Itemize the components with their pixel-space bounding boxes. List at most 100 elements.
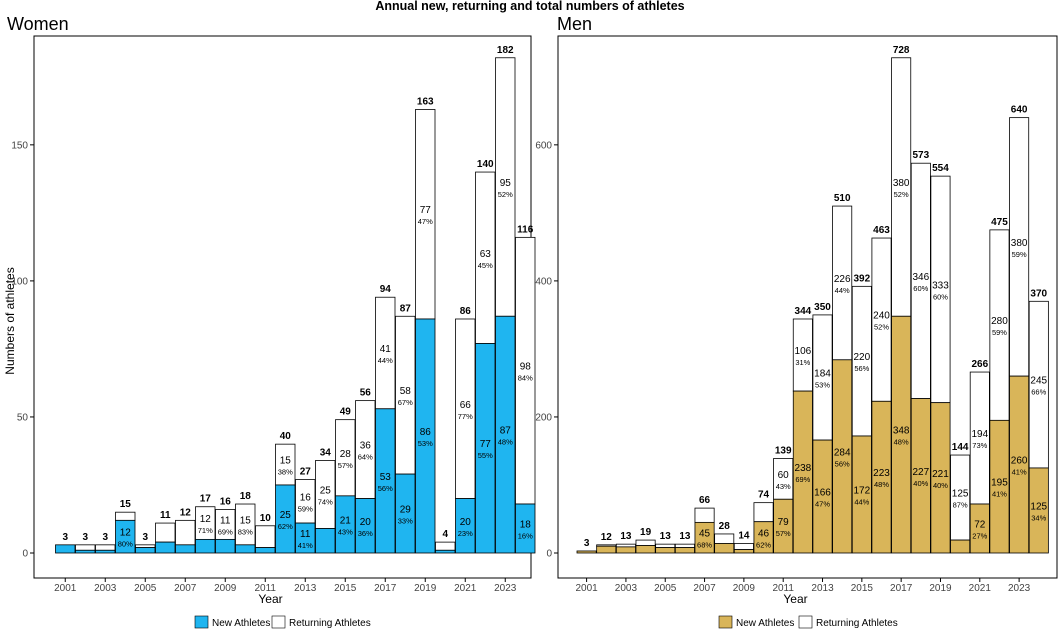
men-bar-new-2018 (910, 398, 931, 554)
women-total-label-2002: 3 (82, 532, 88, 543)
women-bar-new-2012 (275, 484, 296, 554)
women-panel-title: Women (7, 14, 69, 34)
women-total-label-2004: 15 (120, 499, 132, 510)
men-total-label-2010: 74 (758, 490, 770, 501)
men-bar-new-2001 (576, 550, 597, 554)
women-ret-pct-2018: 67% (398, 398, 413, 407)
women-total-label-2001: 3 (62, 532, 68, 543)
women-x-tick-label: 2009 (214, 583, 237, 594)
men-bar-new-2006 (674, 547, 695, 554)
women-ret-value-2022: 63 (480, 249, 492, 260)
men-total-label-2004: 19 (640, 527, 652, 538)
women-new-value-2018: 29 (400, 505, 412, 516)
women-y-tick-label: 0 (22, 549, 28, 560)
men-ret-value-2017: 380 (893, 178, 910, 189)
women-bar-new-2023 (495, 315, 516, 554)
men-ret-value-2016: 240 (873, 311, 890, 322)
women-bar-new-2019 (415, 318, 436, 554)
women-ret-value-2018: 58 (400, 386, 412, 397)
men-ret-value-2018: 346 (912, 272, 929, 283)
women-x-tick-label: 2003 (94, 583, 117, 594)
women-new-value-2022: 77 (480, 439, 492, 450)
men-total-label-2013: 350 (814, 302, 831, 313)
women-total-label-2005: 3 (142, 532, 148, 543)
men-y-tick-label: 200 (535, 412, 552, 423)
women-ret-value-2023: 95 (500, 178, 512, 189)
women-new-value-2019: 86 (420, 427, 432, 438)
men-bar-new-2008 (714, 543, 735, 554)
men-bar-new-2014 (832, 359, 853, 554)
men-new-pct-2013: 47% (815, 500, 830, 509)
men-y-tick-label: 400 (535, 276, 552, 287)
women-new-pct-2013: 41% (298, 541, 313, 550)
women-total-label-2011: 10 (260, 513, 272, 524)
men-total-label-2015: 392 (853, 273, 870, 284)
women-new-pct-2017: 56% (378, 484, 393, 493)
women-new-value-2004: 12 (120, 528, 132, 539)
men-new-pct-2011: 57% (776, 529, 791, 538)
women-ret-pct-2008: 71% (198, 526, 213, 535)
men-ret-pct-2017: 52% (894, 190, 909, 199)
legend-returning-label: Returning Athletes (816, 618, 898, 629)
men-bar-new-2013 (812, 439, 833, 554)
women-ret-pct-2023: 52% (498, 190, 513, 199)
men-new-pct-2012: 69% (795, 475, 810, 484)
men-new-pct-2015: 44% (854, 497, 869, 506)
men-total-label-2002: 12 (601, 532, 613, 543)
men-total-label-2003: 13 (620, 531, 632, 542)
men-total-label-2023: 640 (1011, 105, 1028, 116)
men-ret-value-2020: 125 (952, 489, 969, 500)
women-x-tick-label: 2019 (414, 583, 437, 594)
women-bar-new-2008 (195, 538, 216, 554)
men-bar-new-2022 (989, 419, 1010, 554)
men-x-tick-label: 2011 (772, 583, 794, 594)
men-y-tick-label: 600 (535, 140, 552, 151)
women-ret-pct-2012: 38% (278, 468, 293, 477)
women-ret-value-2017: 41 (380, 344, 392, 355)
women-bar-new-2024 (515, 503, 536, 554)
women-bar-new-2021 (455, 498, 476, 554)
women-new-pct-2019: 53% (418, 439, 433, 448)
men-new-value-2015: 172 (853, 485, 870, 496)
men-new-value-2023: 260 (1011, 456, 1028, 467)
women-total-label-2014: 34 (320, 447, 332, 458)
men-ret-value-2011: 60 (778, 470, 790, 481)
men-new-value-2024: 125 (1030, 501, 1047, 512)
women-new-value-2016: 20 (360, 517, 372, 528)
men-legend: New Athletes Returning Athletes (718, 615, 898, 629)
women-new-pct-2022: 55% (478, 451, 493, 460)
men-ret-pct-2016: 52% (874, 323, 889, 332)
women-bar-new-2020 (435, 549, 456, 554)
women-bar-new-2004 (115, 519, 136, 554)
women-ret-pct-2019: 47% (418, 217, 433, 226)
women-bar-new-2009 (215, 538, 236, 554)
legend-returning-label: Returning Athletes (289, 618, 371, 629)
men-ret-pct-2015: 56% (854, 364, 869, 373)
women-bar-returning-2004 (115, 511, 136, 521)
women-ret-value-2019: 77 (420, 205, 432, 216)
women-ret-value-2013: 16 (300, 492, 312, 503)
men-ret-pct-2018: 60% (913, 284, 928, 293)
women-x-tick-label: 2007 (174, 583, 197, 594)
men-bar-new-2021 (969, 503, 990, 554)
men-total-label-2020: 144 (952, 442, 969, 453)
men-total-label-2007: 66 (699, 495, 711, 506)
women-x-axis-label: Year (258, 592, 282, 606)
men-total-label-2005: 13 (660, 531, 672, 542)
women-bar-new-2002 (75, 549, 96, 554)
men-bar-new-2010 (753, 521, 774, 554)
women-bar-new-2003 (95, 549, 116, 554)
women-ret-value-2009: 11 (220, 515, 231, 526)
men-ret-value-2023: 380 (1011, 238, 1028, 249)
women-new-pct-2023: 48% (498, 438, 513, 447)
men-ret-value-2012: 106 (795, 346, 812, 357)
men-ret-value-2015: 220 (853, 352, 870, 363)
women-total-label-2016: 56 (360, 388, 372, 399)
women-ret-pct-2021: 77% (458, 412, 473, 421)
legend-new-label: New Athletes (212, 618, 270, 629)
men-new-value-2007: 45 (699, 529, 711, 540)
men-total-label-2017: 728 (893, 45, 910, 56)
women-bar-new-2011 (255, 547, 276, 554)
women-bar-new-2006 (155, 541, 176, 554)
